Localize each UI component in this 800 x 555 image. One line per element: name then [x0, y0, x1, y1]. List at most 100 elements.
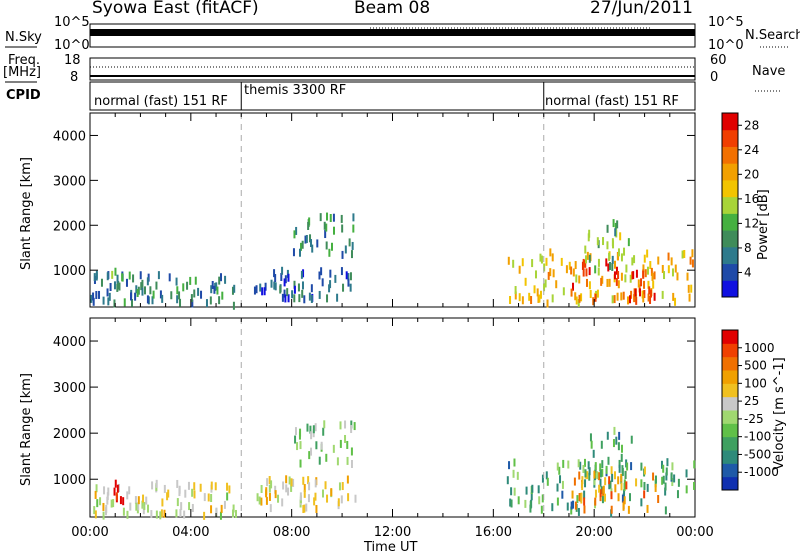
echo-cell	[117, 483, 120, 492]
echo-cell	[648, 286, 651, 295]
echo-cell	[625, 481, 628, 490]
echo-cell	[606, 224, 609, 233]
echo-cell	[299, 492, 302, 501]
freq-top-tick: 18	[64, 53, 81, 68]
echo-cell	[99, 497, 102, 506]
echo-cell	[589, 290, 592, 299]
echo-cell	[350, 420, 353, 429]
echo-cell	[288, 476, 291, 485]
echo-cell	[106, 272, 109, 281]
echo-cell	[134, 496, 137, 505]
echo-cell	[573, 477, 576, 486]
echo-cell	[588, 281, 591, 290]
echo-cell	[299, 428, 302, 437]
echo-cell	[304, 235, 307, 244]
echo-cell	[686, 272, 689, 281]
echo-cell	[130, 298, 133, 307]
echo-cell	[620, 453, 623, 462]
echo-cell	[674, 297, 677, 306]
echo-cell	[584, 469, 587, 478]
echo-cell	[323, 221, 326, 230]
echo-cell	[92, 297, 95, 306]
echo-cell	[640, 462, 643, 471]
echo-cell	[632, 271, 635, 280]
echo-cell	[629, 295, 632, 304]
echo-cell	[674, 264, 677, 273]
echo-cell	[676, 272, 679, 281]
x-tick-label: 04:00	[172, 525, 209, 540]
echo-cell	[308, 217, 311, 226]
echo-cell	[608, 261, 611, 270]
echo-cell	[617, 271, 620, 280]
echo-cell	[537, 485, 540, 494]
echo-cell	[613, 426, 616, 435]
echo-cell	[562, 287, 565, 296]
echo-cell	[166, 492, 169, 501]
echo-cell	[546, 477, 549, 486]
echo-cell	[193, 490, 196, 499]
echo-cell	[612, 240, 615, 249]
echo-cell	[163, 484, 166, 493]
echo-cell	[111, 270, 114, 279]
x-tick-label: 00:00	[676, 525, 713, 540]
echo-cell	[543, 283, 546, 292]
echo-cell	[620, 473, 623, 482]
echo-cell	[303, 489, 306, 498]
echo-cell	[297, 283, 300, 292]
echo-cell	[585, 278, 588, 287]
echo-cell	[574, 501, 577, 510]
echo-cell	[321, 278, 324, 287]
echo-cell	[524, 277, 527, 286]
echo-cell	[347, 278, 350, 287]
echo-cell	[592, 449, 595, 458]
echo-cell	[593, 477, 596, 486]
echo-cell	[161, 498, 164, 507]
echo-cell	[102, 511, 105, 520]
echo-cell	[661, 264, 664, 273]
echo-cell	[513, 487, 516, 496]
echo-cell	[147, 504, 150, 513]
echo-cell	[559, 475, 562, 484]
echo-cell	[263, 287, 266, 296]
echo-cell	[283, 278, 286, 287]
echo-cell	[529, 500, 532, 509]
echo-cell	[576, 495, 579, 504]
echo-cell	[310, 447, 313, 456]
colorbar-tick-label: -25	[744, 412, 764, 426]
echo-cell	[337, 498, 340, 507]
nsky-label: N.Sky	[5, 30, 42, 45]
echo-cell	[693, 481, 696, 490]
echo-cell	[664, 506, 667, 515]
echo-cell	[295, 226, 298, 235]
echo-cell	[273, 269, 276, 278]
echo-cell	[261, 287, 264, 296]
echo-cell	[665, 472, 668, 481]
echo-cell	[314, 479, 317, 488]
echo-cell	[584, 259, 587, 268]
echo-cell	[301, 289, 304, 298]
echo-cell	[622, 502, 625, 511]
echo-cell	[293, 294, 296, 303]
colorbar-tick-label: 24	[744, 143, 759, 157]
echo-cell	[587, 461, 590, 470]
echo-cell	[310, 239, 313, 248]
echo-cell	[336, 293, 339, 302]
echo-cell	[639, 288, 642, 297]
echo-cell	[575, 296, 578, 305]
echo-cell	[651, 272, 654, 281]
echo-cell	[582, 464, 585, 473]
echo-cell	[191, 299, 194, 308]
echo-cell	[599, 478, 602, 487]
echo-cell	[530, 296, 533, 305]
echo-cell	[620, 272, 623, 281]
echo-cell	[176, 498, 179, 507]
echo-cell	[507, 256, 510, 265]
echo-cell	[617, 248, 620, 257]
echo-cell	[352, 224, 355, 233]
echo-cell	[646, 483, 649, 492]
echo-cell	[601, 275, 604, 284]
echo-cell	[95, 484, 98, 493]
echo-cell	[610, 491, 613, 500]
echo-cell	[599, 469, 602, 478]
echo-cell	[627, 238, 630, 247]
